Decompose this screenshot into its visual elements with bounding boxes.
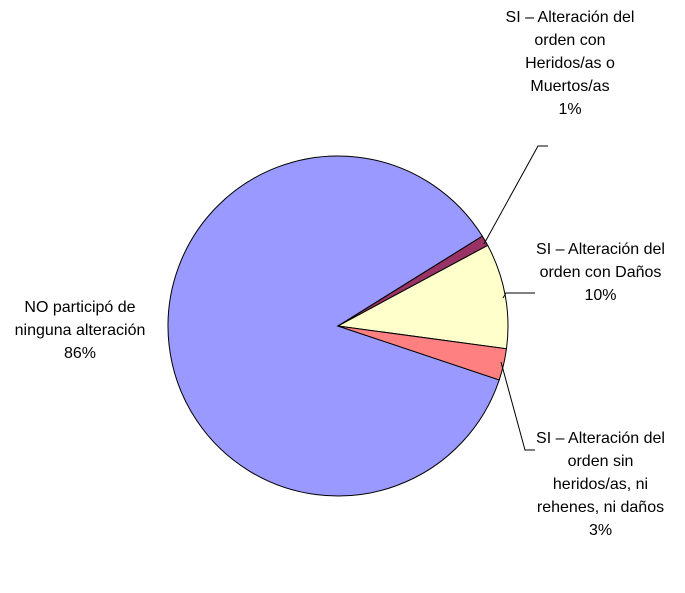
leader-line: [500, 361, 535, 451]
category-label: SI – Alteración del orden con Daños: [536, 241, 665, 281]
slice-label: SI – Alteración del orden con Daños 10%: [528, 238, 673, 307]
value-label: 10%: [584, 287, 617, 304]
slice-label: NO participó de ninguna alteración 86%: [0, 296, 160, 365]
category-label: NO participó de ninguna alteración: [14, 299, 146, 339]
leader-line: [483, 145, 548, 245]
pie-slice: [337, 325, 508, 381]
pie-slice: [167, 155, 500, 497]
slice-label: SI – Alteración del orden sin heridos/as…: [528, 427, 673, 542]
slice-label: SI – Alteración del orden con Heridos/as…: [495, 6, 645, 121]
value-label: 86%: [63, 345, 97, 362]
pie-slice: [336, 244, 509, 350]
leader-line: [502, 292, 535, 299]
category-label: SI – Alteración del orden sin heridos/as…: [536, 430, 665, 516]
value-label: 1%: [558, 101, 582, 118]
value-label: 3%: [588, 522, 613, 539]
category-label: SI – Alteración del orden con Heridos/as…: [505, 9, 635, 95]
